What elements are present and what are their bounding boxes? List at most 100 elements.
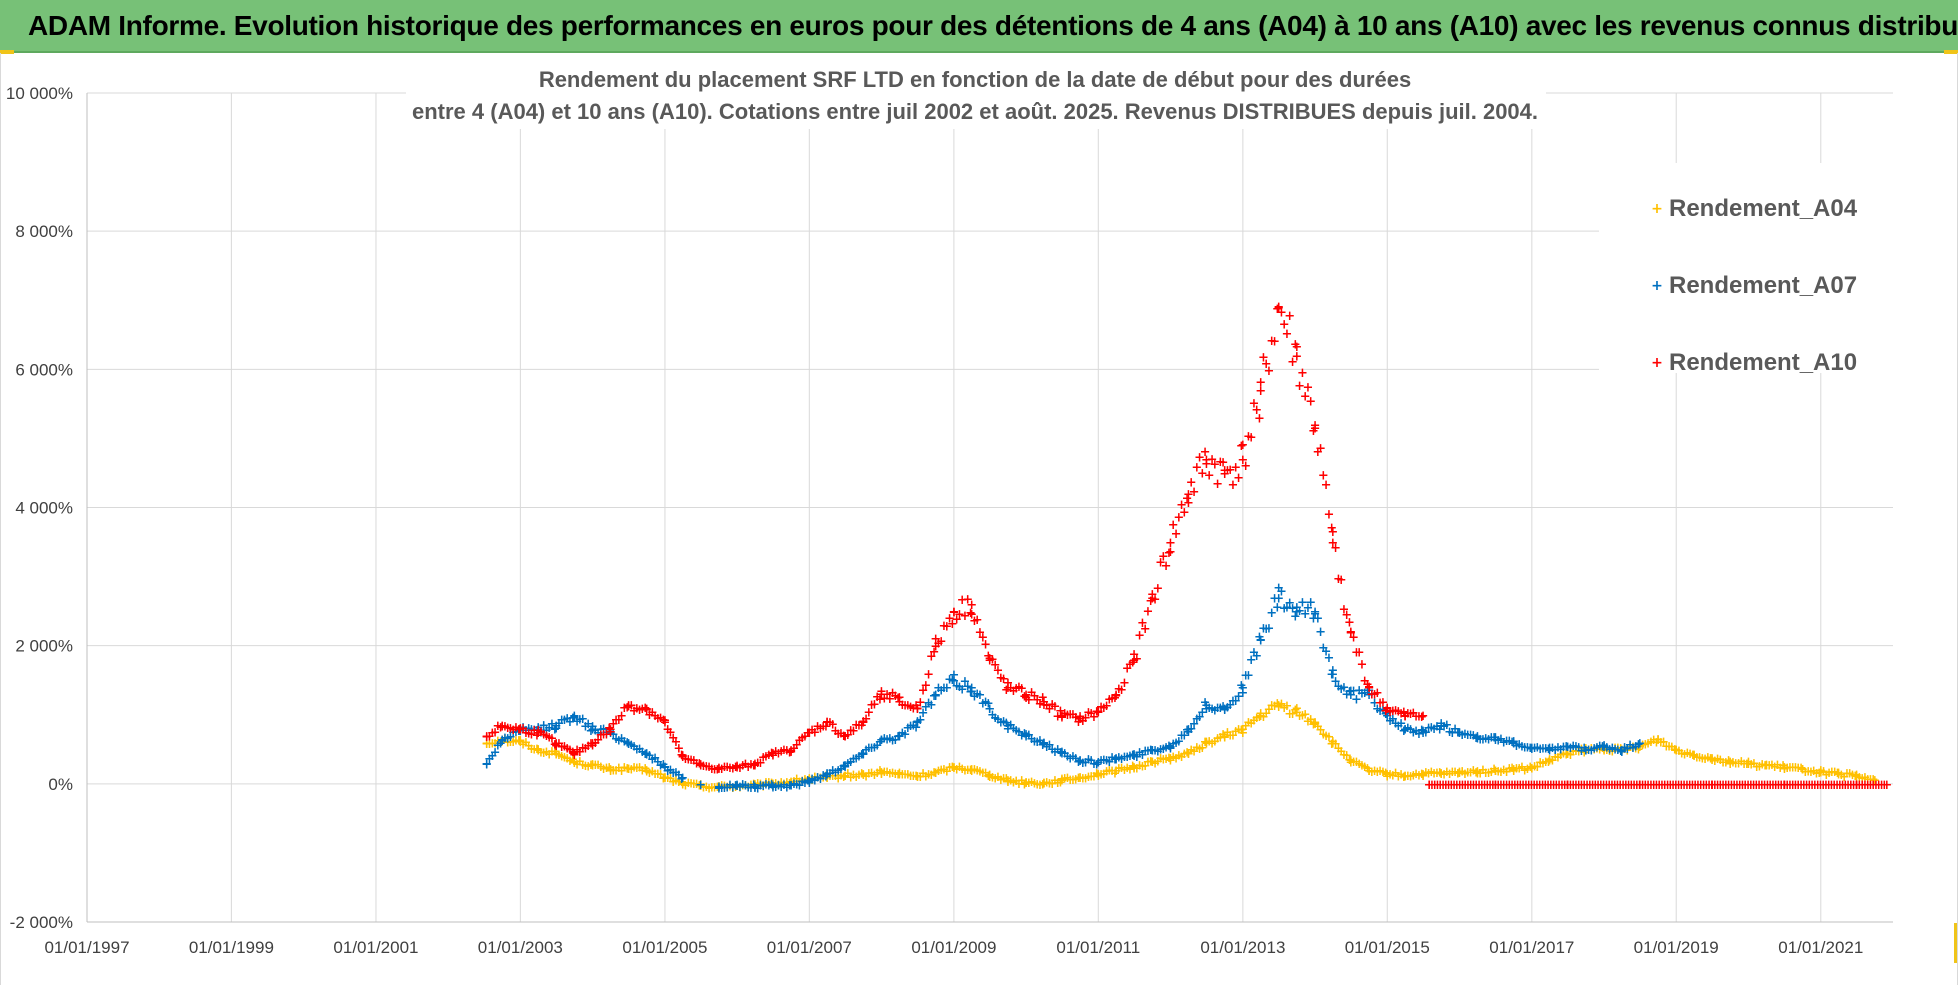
data-point: + — [1556, 778, 1567, 793]
data-point: + — [786, 775, 797, 790]
data-point: + — [1630, 740, 1641, 755]
data-point: + — [911, 699, 922, 714]
data-point: + — [1512, 778, 1523, 793]
data-point: + — [544, 721, 555, 736]
data-point: + — [1168, 737, 1179, 752]
data-point: + — [1255, 633, 1266, 648]
data-point: + — [1508, 764, 1519, 779]
data-point: + — [1712, 752, 1723, 767]
data-point: + — [1595, 778, 1606, 793]
data-point: + — [1420, 726, 1431, 741]
data-point: + — [1851, 778, 1862, 793]
data-point: + — [1429, 722, 1440, 737]
data-point: + — [569, 756, 580, 771]
data-point: + — [695, 779, 706, 794]
data-point: + — [749, 781, 760, 796]
data-point: + — [1176, 750, 1187, 765]
data-point: + — [1225, 463, 1236, 478]
data-point: + — [704, 760, 715, 775]
data-point: + — [565, 743, 576, 758]
data-point: + — [1152, 755, 1163, 770]
data-point: + — [936, 684, 947, 699]
data-point: + — [1625, 738, 1636, 753]
data-point: + — [746, 781, 757, 796]
data-point: + — [1236, 679, 1247, 694]
data-point: + — [1868, 773, 1879, 788]
data-point: + — [1869, 774, 1880, 789]
data-point: + — [1762, 778, 1773, 793]
data-point: + — [623, 762, 634, 777]
data-point: + — [770, 744, 781, 759]
data-point: + — [1454, 766, 1465, 781]
data-point: + — [1070, 773, 1081, 788]
data-point: + — [1580, 743, 1591, 758]
data-point: + — [1543, 742, 1554, 757]
data-point: + — [713, 762, 724, 777]
data-point: + — [732, 761, 743, 776]
data-point: + — [730, 778, 741, 793]
data-point: + — [549, 745, 560, 760]
data-point: + — [719, 781, 730, 796]
data-point: + — [605, 723, 616, 738]
data-point: + — [508, 735, 519, 750]
data-point: + — [722, 760, 733, 775]
data-point: + — [1705, 752, 1716, 767]
data-point: + — [586, 724, 597, 739]
data-point: + — [551, 736, 562, 751]
data-point: + — [1273, 581, 1284, 596]
data-point: + — [1209, 458, 1220, 473]
data-point: + — [1784, 761, 1795, 776]
data-point: + — [713, 782, 724, 797]
data-point: + — [1173, 749, 1184, 764]
data-point: + — [797, 774, 808, 789]
data-point: + — [1623, 778, 1634, 793]
data-point: + — [1551, 778, 1562, 793]
data-point: + — [515, 734, 526, 749]
data-point: + — [535, 745, 546, 760]
data-point: + — [1526, 741, 1537, 756]
data-point: + — [1462, 766, 1473, 781]
data-point: + — [662, 764, 673, 779]
data-point: + — [1737, 778, 1748, 793]
data-point: + — [740, 779, 751, 794]
data-point: + — [858, 715, 869, 730]
data-point: + — [688, 754, 699, 769]
data-point: + — [936, 634, 947, 649]
data-point: + — [1001, 716, 1012, 731]
data-point: + — [1104, 692, 1115, 707]
data-point: + — [1620, 778, 1631, 793]
data-point: + — [1011, 724, 1022, 739]
data-point: + — [1109, 691, 1120, 706]
data-point: + — [848, 768, 859, 783]
data-point: + — [1773, 778, 1784, 793]
data-point: + — [1168, 518, 1179, 533]
data-point: + — [1612, 741, 1623, 756]
data-point: + — [1109, 766, 1120, 781]
data-point: + — [631, 743, 642, 758]
data-point: + — [1305, 595, 1316, 610]
data-point: + — [1315, 441, 1326, 456]
data-point: + — [580, 741, 591, 756]
data-point: + — [939, 762, 950, 777]
data-point: + — [1264, 702, 1275, 717]
data-point: + — [1815, 764, 1826, 779]
data-point: + — [1344, 684, 1355, 699]
data-point: + — [562, 742, 573, 757]
data-point: + — [1679, 778, 1690, 793]
data-point: + — [1377, 703, 1388, 718]
data-point: + — [1559, 778, 1570, 793]
data-point: + — [1194, 742, 1205, 757]
data-point: + — [1504, 761, 1515, 776]
data-point: + — [1029, 776, 1040, 791]
data-point: + — [1326, 737, 1337, 752]
data-point: + — [593, 726, 604, 741]
data-point: + — [929, 765, 940, 780]
data-point: + — [677, 777, 688, 792]
x-tick-label: 01/01/2009 — [911, 938, 996, 957]
data-point: + — [1836, 768, 1847, 783]
data-point: + — [1021, 729, 1032, 744]
data-point: + — [1034, 697, 1045, 712]
data-point: + — [1420, 765, 1431, 780]
data-point: + — [1124, 658, 1135, 673]
